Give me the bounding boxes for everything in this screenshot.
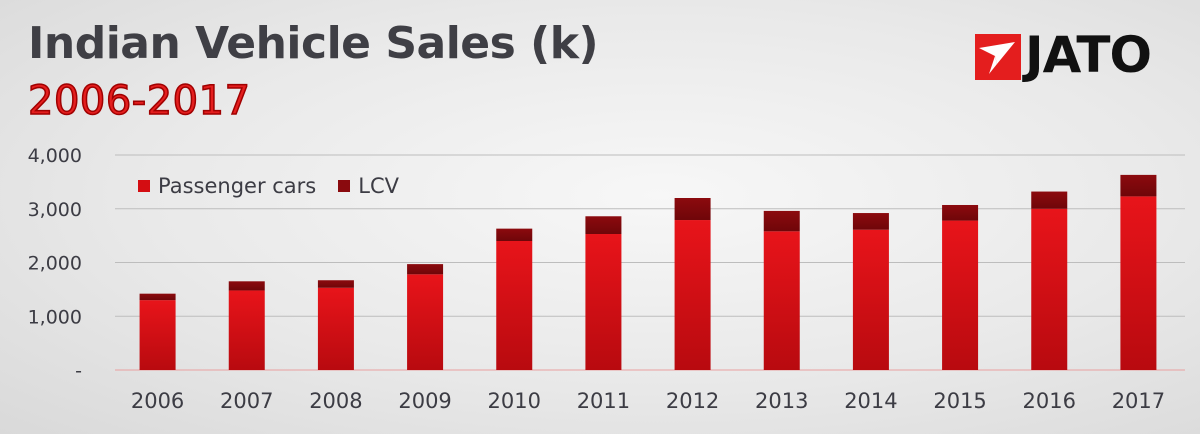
x-tick-label: 2008 xyxy=(309,389,362,413)
legend-swatch-lcv xyxy=(338,180,351,192)
bar-passenger-cars xyxy=(407,274,444,370)
bar-passenger-cars xyxy=(1120,196,1157,370)
x-tick-label: 2013 xyxy=(755,389,808,413)
bar-passenger-cars xyxy=(585,234,622,370)
bar-lcv xyxy=(852,213,889,230)
bar-lcv xyxy=(407,264,444,275)
bar-lcv xyxy=(763,210,800,232)
jato-logo-text: JATO xyxy=(1025,26,1152,84)
legend-label-lcv: LCV xyxy=(358,174,399,198)
bar-lcv xyxy=(317,280,354,288)
bar-lcv xyxy=(942,204,979,221)
y-tick-label: 1,000 xyxy=(28,306,82,328)
bar-passenger-cars xyxy=(228,290,265,370)
x-tick-label: 2012 xyxy=(666,389,719,413)
x-tick-label: 2010 xyxy=(488,389,541,413)
y-tick-label: - xyxy=(75,360,82,382)
bar-passenger-cars xyxy=(942,220,979,370)
x-tick-label: 2015 xyxy=(933,389,986,413)
y-tick-label: 3,000 xyxy=(28,199,82,221)
legend-swatch-passenger-cars xyxy=(138,180,150,192)
jato-logo: JATO xyxy=(975,26,1175,86)
bar-passenger-cars xyxy=(674,220,711,370)
bar-lcv xyxy=(496,228,533,241)
bar-passenger-cars xyxy=(317,287,354,370)
bar-lcv xyxy=(674,198,711,221)
bar-lcv xyxy=(139,293,176,301)
bar-passenger-cars xyxy=(1031,208,1068,370)
bar-passenger-cars xyxy=(763,231,800,370)
x-tick-label: 2007 xyxy=(220,389,273,413)
legend-item-passenger-cars: Passenger cars xyxy=(138,174,316,198)
bar-lcv xyxy=(1031,191,1068,209)
bar-lcv xyxy=(1120,174,1157,197)
x-tick-label: 2016 xyxy=(1023,389,1076,413)
jato-logo-icon xyxy=(975,34,1021,80)
x-tick-label: 2006 xyxy=(131,389,184,413)
chart-legend: Passenger cars LCV xyxy=(138,174,399,198)
bar-passenger-cars xyxy=(139,300,176,370)
y-tick-label: 2,000 xyxy=(28,253,82,275)
bar-lcv xyxy=(228,281,265,291)
x-tick-label: 2009 xyxy=(398,389,451,413)
x-tick-label: 2017 xyxy=(1112,389,1165,413)
chart-title: Indian Vehicle Sales (k) xyxy=(28,18,599,69)
chart-subtitle: 2006-2017 xyxy=(27,77,251,125)
y-tick-label: 4,000 xyxy=(28,145,82,167)
bar-passenger-cars xyxy=(852,229,889,370)
bar-passenger-cars xyxy=(496,241,533,370)
bar-lcv xyxy=(585,216,622,235)
x-tick-label: 2011 xyxy=(577,389,630,413)
x-tick-label: 2014 xyxy=(844,389,897,413)
legend-label-passenger-cars: Passenger cars xyxy=(158,174,317,198)
legend-item-lcv: LCV xyxy=(338,174,399,198)
